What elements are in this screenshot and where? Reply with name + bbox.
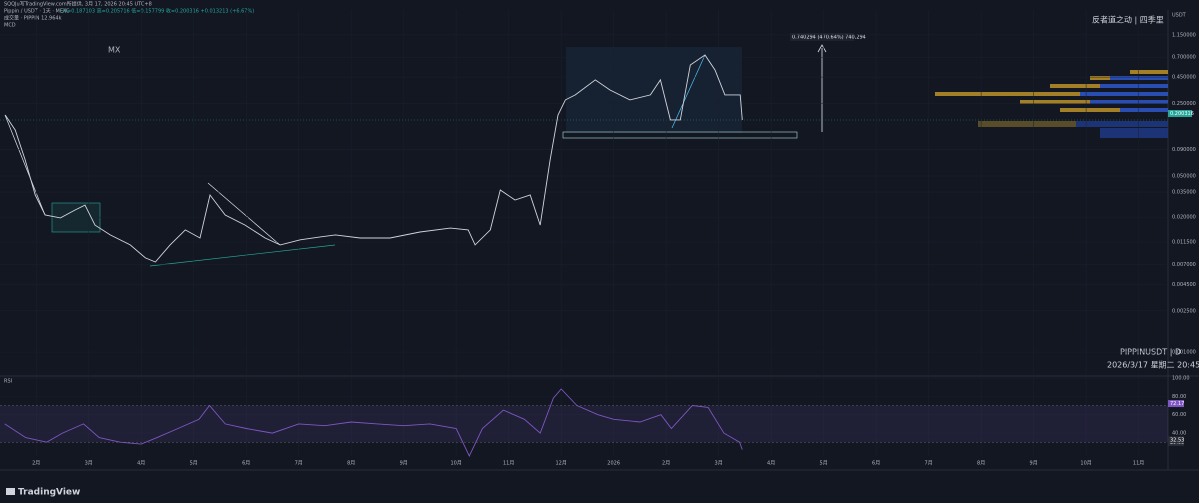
value-badge [1168, 436, 1184, 444]
last-price-badge [1168, 110, 1192, 118]
x-tick-label: 10月 [450, 461, 461, 467]
y-tick-label: 40.00 [1172, 431, 1186, 437]
x-tick-label: 6月 [242, 461, 250, 467]
watermark: 反者道之动 | 四季里 [1092, 15, 1164, 25]
currency: USDT [1172, 13, 1187, 19]
x-tick-label: 3月 [715, 461, 723, 467]
x-tick-label: 2026 [607, 461, 620, 467]
volume-label: 成交量 · PIPPIN 12.964k [4, 15, 62, 22]
annotation-bg [790, 33, 854, 41]
last-price-label: 0.200316 [1170, 111, 1194, 117]
trendline [207, 182, 281, 246]
brand: TradingView [18, 488, 80, 498]
volume-profile [935, 70, 1168, 138]
x-tick-label: 3月 [85, 461, 93, 467]
y-tick-label: 0.004500 [1172, 282, 1196, 288]
arrow-head [817, 44, 827, 53]
y-tick-label: 0.002500 [1172, 308, 1196, 314]
y-tick-label: 0.090000 [1172, 147, 1196, 153]
y-tick-label: 0.250000 [1172, 101, 1196, 107]
rsi-band [0, 405, 1168, 443]
y-tick-label: 0.450000 [1172, 75, 1196, 81]
y-tick-label: 0.050000 [1172, 173, 1196, 179]
value-badge-label: 32.53 [1170, 437, 1184, 443]
x-tick-label: 9月 [1030, 461, 1038, 467]
x-tick-label: 8月 [977, 461, 985, 467]
x-tick-label: 11月 [1133, 461, 1144, 467]
x-tick-label: 12月 [555, 461, 566, 467]
ohlc: 开=0.187103 高=0.205716 低=0.157799 收=0.200… [62, 8, 254, 15]
series-line [4, 388, 743, 458]
x-tick-label: 4月 [767, 461, 775, 467]
value-badge-label: 72.17 [1170, 401, 1184, 407]
x-tick-label: 7月 [925, 461, 933, 467]
x-tick-label: 11月 [503, 461, 514, 467]
y-tick-label: 0.035000 [1172, 190, 1196, 196]
trendline [671, 54, 706, 129]
value-badge [1168, 400, 1184, 408]
y-tick-label: 0.011500 [1172, 240, 1196, 246]
trendline [149, 244, 336, 267]
x-tick-label: 10月 [1080, 461, 1091, 467]
logo [6, 488, 15, 495]
x-tick-label: 7月 [295, 461, 303, 467]
x-tick-label: 8月 [347, 461, 355, 467]
y-tick-label: 1.150000 [1172, 32, 1196, 38]
x-tick-label: 9月 [400, 461, 408, 467]
x-tick-label: 2月 [662, 461, 670, 467]
y-tick-label: 80.00 [1172, 394, 1186, 400]
y-tick-label: 0.700000 [1172, 55, 1196, 61]
symbol: Pippin / USDT · 1天 · MEXC [4, 9, 70, 15]
drawing-box [562, 131, 798, 139]
y-tick-label: 0.007000 [1172, 262, 1196, 268]
source: SQQJu写TradingView.com所提供, 3月 17, 2026 20… [4, 1, 152, 8]
x-tick-label: 2月 [32, 461, 40, 467]
annotation: 0.740294 (470.64%) 740,294 [792, 35, 866, 41]
y-tick-label: 100.00 [1172, 376, 1190, 382]
trendline [4, 114, 46, 216]
datetime: 2026/3/17 星期二 20:45 [1107, 361, 1199, 370]
annotation: MX [108, 46, 121, 55]
x-tick-label: 5月 [820, 461, 828, 467]
x-tick-label: 5月 [190, 461, 198, 467]
y-tick-label: 0.001000 [1172, 350, 1196, 356]
rsi-title: RSI [4, 379, 12, 385]
series-line [4, 54, 743, 263]
x-tick-label: 4月 [137, 461, 145, 467]
indicator: MCD [4, 23, 16, 29]
y-tick-label: 60.00 [1172, 412, 1186, 418]
y-tick-label: 0.020000 [1172, 215, 1196, 221]
x-tick-label: 6月 [872, 461, 880, 467]
